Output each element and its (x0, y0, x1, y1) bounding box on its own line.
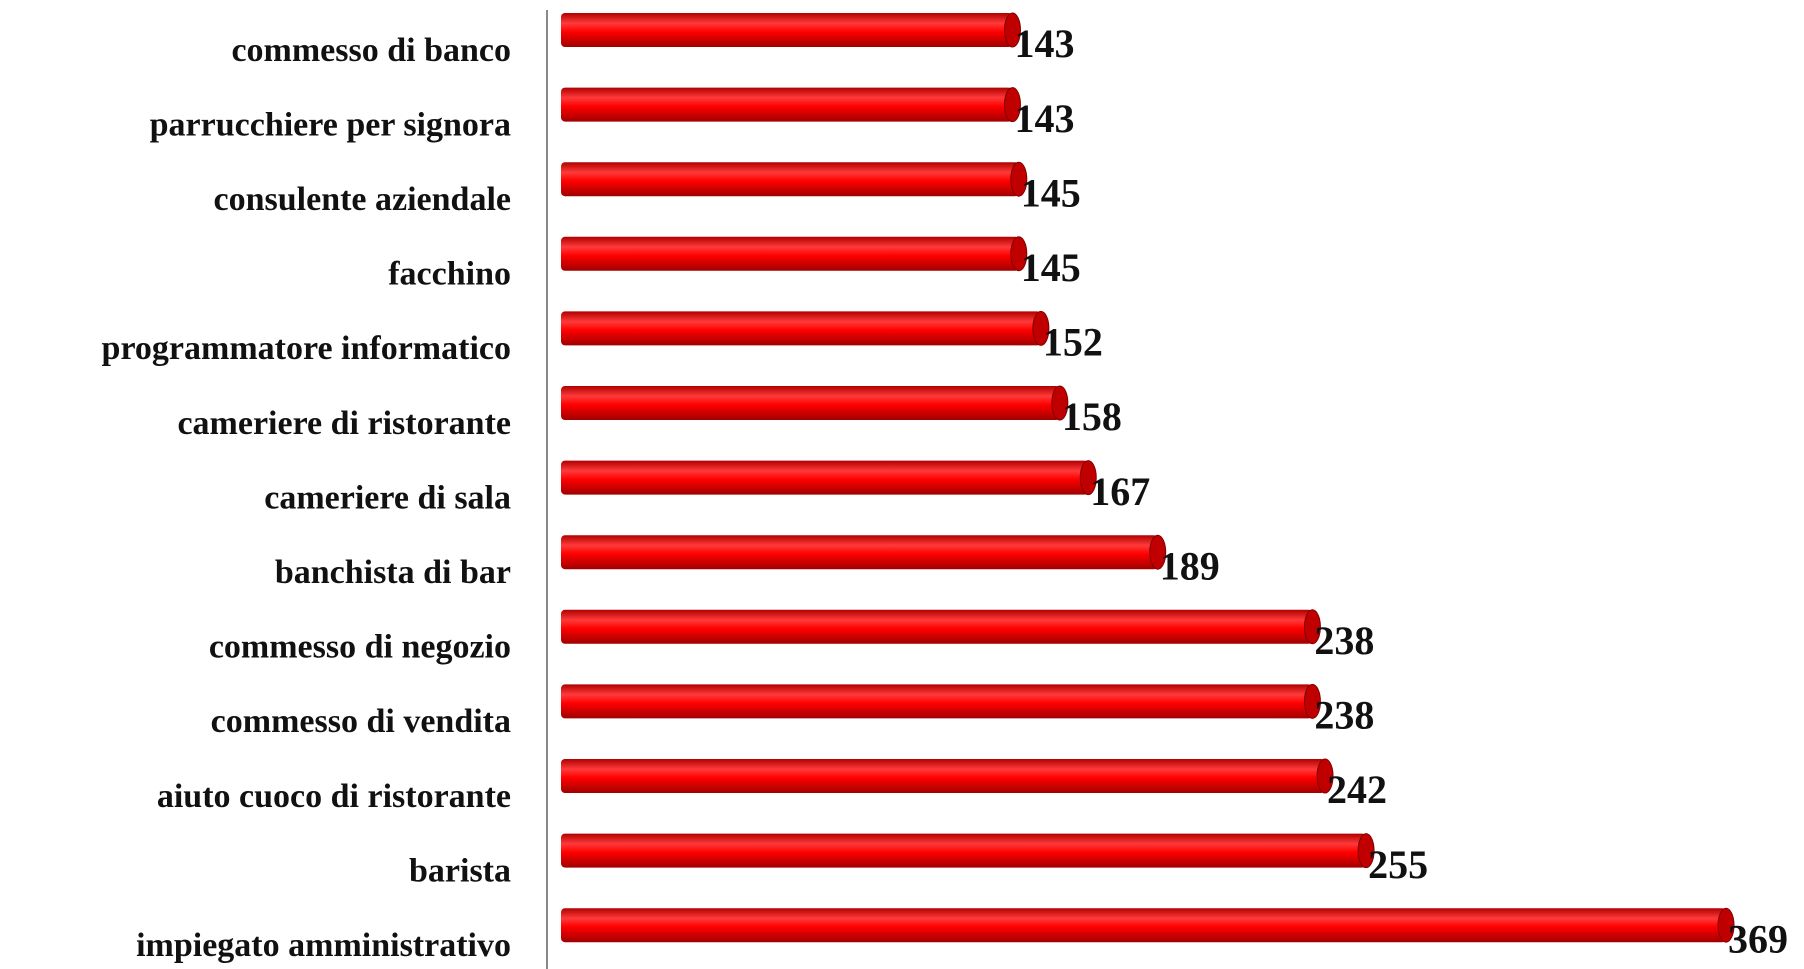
value-label: 145 (1021, 245, 1081, 290)
value-label: 152 (1043, 320, 1103, 365)
bar-cap (1010, 236, 1028, 272)
bar (561, 311, 1041, 346)
category-label: cameriere di sala (264, 479, 511, 516)
bar (561, 833, 1367, 868)
bar (561, 13, 1013, 47)
value-label: 238 (1314, 693, 1374, 738)
bar-cap (1357, 833, 1375, 869)
value-label: 143 (1014, 21, 1074, 66)
category-label: banchista di bar (275, 554, 511, 591)
category-label: consulente aziendale (214, 181, 511, 218)
category-label: commesso di vendita (211, 703, 511, 740)
value-label: 369 (1728, 916, 1788, 961)
bar (561, 87, 1013, 122)
category-label: programmatore informatico (102, 330, 511, 367)
bar-cap (1003, 12, 1021, 48)
bar-cap (1079, 460, 1097, 496)
category-label: commesso di negozio (209, 629, 511, 666)
bar-cap (1316, 758, 1334, 794)
category-label: parrucchiere per signora (150, 106, 511, 143)
value-label: 167 (1090, 469, 1150, 514)
value-label: 255 (1368, 842, 1428, 887)
bar (561, 609, 1313, 644)
category-label: cameriere di ristorante (177, 405, 511, 442)
value-label: 242 (1327, 767, 1387, 812)
bar (561, 386, 1060, 420)
bar-cap (1010, 161, 1028, 197)
value-label: 238 (1314, 618, 1374, 663)
bar (561, 236, 1019, 271)
bar (561, 460, 1089, 495)
bar (561, 535, 1158, 570)
bar (561, 908, 1726, 943)
category-label: facchino (388, 256, 511, 293)
bar-cap (1303, 683, 1321, 719)
category-label: aiuto cuoco di ristorante (157, 778, 511, 815)
value-label: 189 (1160, 543, 1220, 588)
bar-cap (1717, 907, 1735, 943)
bar (561, 684, 1313, 719)
bar-cap (1032, 310, 1050, 346)
category-label: commesso di banco (231, 32, 511, 69)
bar (561, 759, 1326, 793)
bar-cap (1303, 609, 1321, 645)
category-label: impiegato amministrativo (136, 927, 511, 964)
bar-cap (1149, 534, 1167, 570)
value-label: 143 (1014, 96, 1074, 141)
value-label: 145 (1021, 170, 1081, 215)
bar (561, 162, 1019, 197)
bar-cap (1051, 385, 1069, 421)
category-label: barista (409, 852, 511, 889)
value-label: 158 (1062, 394, 1122, 439)
bar-cap (1003, 87, 1021, 123)
